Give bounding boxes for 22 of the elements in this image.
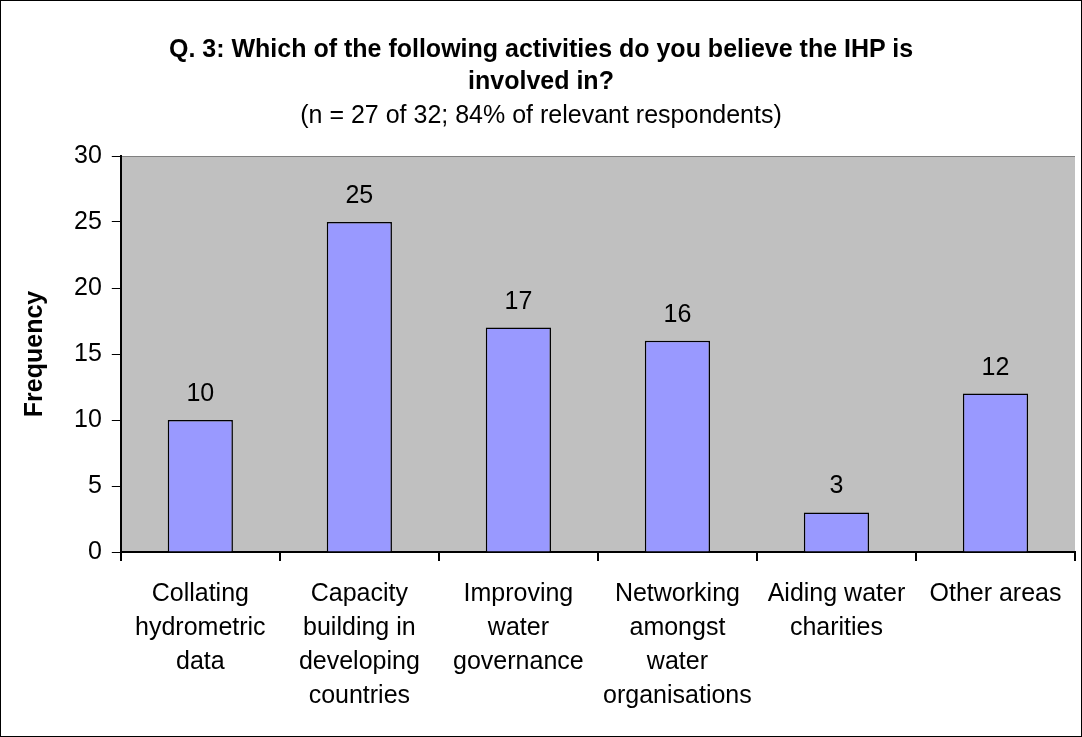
data-label: 17 [504, 285, 533, 314]
x-tick-label: Improving water governance [453, 577, 584, 674]
data-label: 16 [663, 298, 692, 327]
y-tick-label: 20 [74, 271, 102, 300]
chart-subtitle: (n = 27 of 32; 84% of relevant respondents) [299, 99, 783, 129]
data-label: 25 [345, 180, 374, 208]
data-label: 10 [186, 378, 215, 406]
data-label: 3 [829, 470, 844, 499]
y-tick-label: 15 [74, 337, 102, 366]
chart-title: Q. 3: Which of the following activities do you believe the IHP is involved in? [167, 33, 915, 96]
x-tick-label: Other areas [929, 577, 1062, 606]
y-tick-label: 0 [87, 535, 102, 564]
x-tick-label: Collating hydrometric data [135, 577, 266, 674]
x-tick-label: Networking amongst water organisations [603, 577, 752, 708]
y-tick-label: 30 [74, 139, 102, 168]
y-tick-label: 25 [74, 205, 102, 234]
y-tick-label: 5 [87, 469, 102, 498]
x-tick-label: Capacity building in developing countries [298, 577, 420, 708]
y-tick-label: 10 [74, 403, 102, 432]
y-axis-title: Frequency [18, 290, 47, 418]
x-tick-label: Aiding water charities [767, 577, 906, 640]
data-label: 12 [981, 351, 1010, 380]
